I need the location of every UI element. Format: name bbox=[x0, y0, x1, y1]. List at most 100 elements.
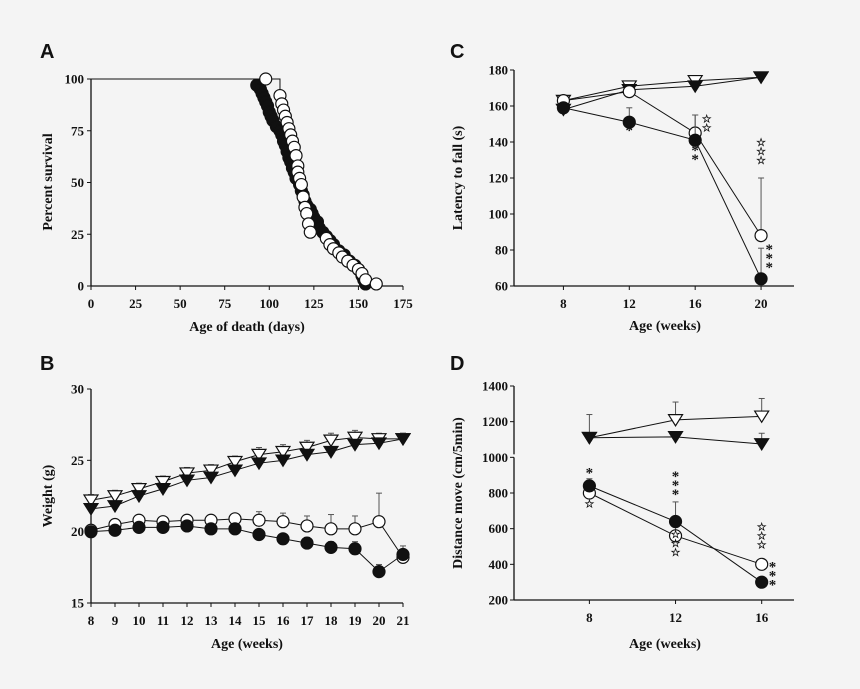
data-point bbox=[202, 471, 220, 485]
x-tick-label: 12 bbox=[623, 296, 636, 311]
y-tick-label: 400 bbox=[489, 557, 509, 572]
data-point bbox=[250, 448, 268, 462]
data-point bbox=[228, 522, 242, 536]
data-point bbox=[132, 520, 146, 534]
y-tick-label: 25 bbox=[71, 227, 85, 242]
data-point bbox=[259, 72, 273, 86]
significance-symbol: ☆ bbox=[757, 522, 767, 534]
x-tick-label: 125 bbox=[304, 296, 324, 311]
data-point bbox=[106, 490, 124, 504]
significance-mark: ☆☆ bbox=[702, 114, 712, 135]
panel-b: B 15 20 25 30 8 9 10 11 12 13 14 15 16 17 18 19 20 21 Age (… bbox=[40, 353, 412, 652]
x-tick-label: 17 bbox=[301, 613, 315, 628]
significance-symbol: ☆ bbox=[671, 547, 681, 559]
data-point bbox=[369, 277, 383, 291]
y-tick-label: 1000 bbox=[482, 450, 508, 465]
y-tick-label: 25 bbox=[71, 453, 85, 468]
y-tick-label: 120 bbox=[489, 171, 509, 186]
y-tick-label: 80 bbox=[495, 243, 508, 258]
significance-symbol: ☆ bbox=[756, 146, 766, 158]
panel-label: A bbox=[40, 41, 54, 63]
y-axis-label: Weight (g) bbox=[41, 464, 56, 527]
significance-symbol: ☆ bbox=[584, 499, 594, 511]
significance-mark: *** bbox=[691, 134, 699, 168]
data-point bbox=[226, 464, 244, 478]
series-filled-triangle-down bbox=[82, 432, 412, 516]
data-point bbox=[180, 519, 194, 533]
data-point bbox=[84, 525, 98, 539]
x-tick-label: 18 bbox=[325, 613, 339, 628]
survival-step-line bbox=[91, 78, 367, 286]
series-line bbox=[563, 76, 762, 102]
data-point bbox=[394, 433, 412, 447]
data-point bbox=[324, 522, 338, 536]
data-point bbox=[754, 229, 768, 243]
significance-mark: ☆☆☆ bbox=[756, 137, 766, 167]
data-point bbox=[252, 513, 266, 527]
data-point bbox=[300, 536, 314, 550]
series-filled-circle bbox=[556, 101, 768, 286]
data-point bbox=[303, 225, 317, 239]
data-point bbox=[322, 445, 340, 459]
data-point bbox=[226, 455, 244, 469]
y-axis-label: Distance move (cm/5min) bbox=[451, 417, 466, 569]
significance-symbol: * bbox=[769, 578, 777, 594]
series-line bbox=[563, 91, 762, 236]
series-open-circle bbox=[91, 72, 383, 291]
data-point bbox=[668, 529, 683, 543]
data-point bbox=[156, 520, 170, 534]
x-tick-label: 8 bbox=[560, 296, 567, 311]
data-point bbox=[755, 557, 769, 571]
data-point bbox=[178, 474, 196, 488]
x-tick-label: 0 bbox=[88, 296, 95, 311]
data-point bbox=[252, 527, 266, 542]
data-point bbox=[276, 532, 290, 546]
x-tick-label: 12 bbox=[181, 613, 194, 628]
x-tick-label: 12 bbox=[669, 610, 682, 625]
data-point bbox=[178, 467, 196, 481]
y-axis-label: Latency to fall (s) bbox=[451, 125, 466, 230]
significance-mark: ☆☆☆ bbox=[671, 529, 681, 559]
data-point bbox=[667, 414, 684, 427]
y-tick-label: 1200 bbox=[482, 414, 508, 429]
x-tick-label: 8 bbox=[88, 613, 95, 628]
significance-symbol: ☆ bbox=[702, 123, 712, 135]
x-tick-label: 9 bbox=[112, 613, 119, 628]
significance-mark: ☆☆☆ bbox=[757, 522, 767, 552]
x-tick-label: 8 bbox=[586, 610, 593, 625]
series-filled-circle bbox=[84, 519, 410, 579]
significance-symbol: * bbox=[586, 465, 594, 481]
x-tick-label: 14 bbox=[229, 613, 243, 628]
x-tick-label: 10 bbox=[133, 613, 146, 628]
series-line bbox=[563, 107, 762, 280]
x-tick-label: 150 bbox=[349, 296, 369, 311]
data-point bbox=[294, 177, 308, 192]
data-point bbox=[300, 519, 314, 533]
y-tick-label: 0 bbox=[78, 279, 85, 294]
data-point bbox=[298, 448, 316, 462]
y-tick-label: 180 bbox=[489, 63, 509, 78]
significance-symbol: * bbox=[766, 242, 774, 258]
x-tick-label: 100 bbox=[260, 296, 280, 311]
data-point bbox=[667, 430, 684, 444]
data-point bbox=[250, 457, 268, 471]
significance-mark: ☆ bbox=[584, 499, 594, 511]
panel-c: C 60 80 100 120 140 160 180 8 12 16 20 Age (weeks) La… bbox=[450, 41, 794, 334]
x-tick-label: 16 bbox=[277, 613, 291, 628]
series-filled-circle bbox=[582, 478, 769, 589]
x-tick-label: 16 bbox=[689, 296, 703, 311]
x-tick-label: 11 bbox=[157, 613, 169, 628]
data-point bbox=[324, 540, 338, 554]
y-tick-label: 60 bbox=[495, 279, 508, 294]
data-point bbox=[754, 272, 768, 286]
significance-symbol: * bbox=[766, 260, 774, 276]
x-tick-label: 75 bbox=[218, 296, 232, 311]
data-point bbox=[372, 515, 386, 529]
y-tick-label: 800 bbox=[489, 486, 509, 501]
y-tick-label: 200 bbox=[489, 593, 509, 608]
data-point bbox=[202, 464, 220, 478]
y-tick-label: 100 bbox=[489, 207, 509, 222]
data-point bbox=[581, 431, 598, 445]
x-tick-label: 20 bbox=[755, 296, 768, 311]
panel-label: D bbox=[450, 353, 464, 375]
